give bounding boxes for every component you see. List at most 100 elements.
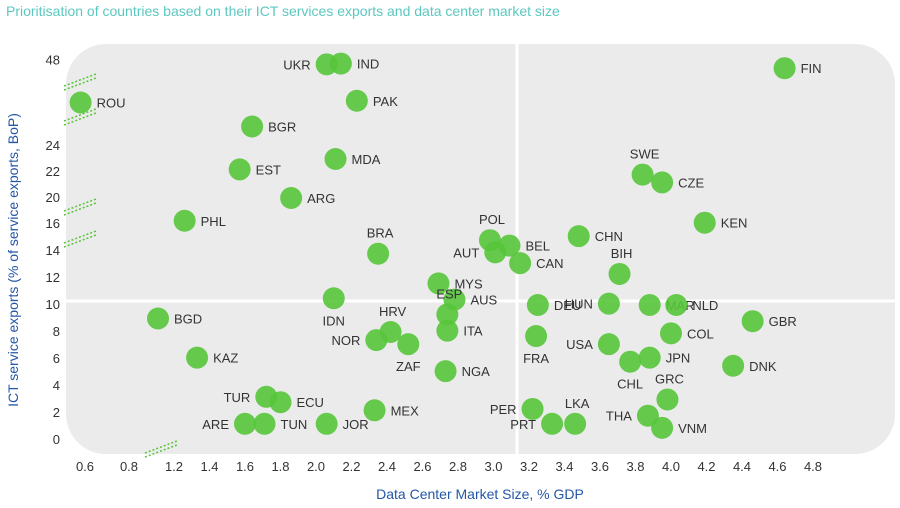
- data-point: [619, 350, 642, 373]
- point-label: NLD: [692, 298, 718, 313]
- x-tick-label: 4.8: [804, 459, 822, 474]
- y-tick-label: 16: [46, 216, 60, 231]
- point-label: DNK: [749, 359, 777, 374]
- data-point: [322, 287, 345, 310]
- point-label: MDA: [352, 152, 381, 167]
- x-tick-label: 3.8: [626, 459, 644, 474]
- x-tick-label: 1.6: [236, 459, 254, 474]
- data-point: [722, 354, 745, 377]
- data-point: [186, 346, 209, 369]
- point-label: FRA: [523, 351, 549, 366]
- x-axis-title: Data Center Market Size, % GDP: [376, 486, 584, 502]
- point-label: PER: [490, 402, 517, 417]
- data-point: [597, 333, 620, 356]
- x-tick-label: 2.0: [307, 459, 325, 474]
- data-point: [567, 225, 590, 248]
- point-label: COL: [687, 326, 714, 341]
- x-tick-label: 2.4: [378, 459, 396, 474]
- data-point: [509, 252, 532, 275]
- data-points: UKR IND FIN ROU PAK BGR MDA EST SWE CZE ARG PHL KEN P…: [69, 52, 822, 439]
- x-tick-label: 1.2: [165, 459, 183, 474]
- point-label: FIN: [801, 61, 822, 76]
- plot-panel: [66, 44, 895, 454]
- data-point: [69, 91, 92, 114]
- data-point: [525, 325, 548, 348]
- axis-break-mark: [63, 230, 97, 244]
- point-label: ARE: [202, 417, 229, 432]
- point-label: ARG: [307, 191, 335, 206]
- point-label: BRA: [367, 226, 394, 241]
- point-label: POL: [479, 212, 505, 227]
- y-tick-label: 12: [46, 270, 60, 285]
- x-tick-label: 4.6: [768, 459, 786, 474]
- axis-break-mark: [63, 198, 97, 212]
- point-label: TUR: [224, 390, 251, 405]
- y-tick-label: 48: [46, 53, 60, 68]
- point-label: USA: [566, 337, 593, 352]
- data-point: [597, 292, 620, 315]
- point-label: BEL: [525, 239, 550, 254]
- point-label: ESP: [436, 286, 462, 301]
- point-label: EST: [256, 162, 281, 177]
- x-tick-label: 2.6: [413, 459, 431, 474]
- x-tick-label: 2.8: [449, 459, 467, 474]
- y-tick-label: 20: [46, 190, 60, 205]
- data-point: [345, 89, 368, 112]
- point-label: ZAF: [396, 359, 421, 374]
- point-label: ECU: [297, 395, 324, 410]
- data-point: [269, 391, 292, 414]
- data-point: [660, 322, 682, 345]
- point-label: BIH: [611, 246, 633, 261]
- data-point: [526, 294, 549, 316]
- point-label: BGR: [268, 120, 296, 135]
- point-label: HUN: [565, 297, 593, 312]
- point-label: GRC: [655, 372, 684, 387]
- x-tick-label: 1.8: [271, 459, 289, 474]
- point-label: IDN: [323, 313, 345, 328]
- x-tick-labels: 0.6 0.8 1.2 1.4 1.6 1.8 2.0 2.2 2.4 2.6 2.8 3.0 3.2 3…: [76, 459, 822, 474]
- x-tick-label: 4.0: [662, 459, 680, 474]
- y-tick-label: 2: [53, 405, 60, 420]
- data-point: [541, 412, 564, 435]
- data-point: [773, 57, 796, 80]
- point-label: CHL: [617, 377, 643, 392]
- data-point: [234, 412, 256, 435]
- data-point: [651, 171, 674, 194]
- data-point: [651, 416, 674, 439]
- data-point: [608, 262, 631, 285]
- data-point: [427, 272, 450, 295]
- y-tick-label: 24: [46, 138, 60, 153]
- data-point: [436, 303, 459, 326]
- y-tick-label: 8: [53, 324, 60, 339]
- axis-break-mark: [63, 108, 97, 122]
- data-point: [173, 209, 196, 232]
- axis-break-mark: [63, 202, 97, 216]
- axis-break-mark: [63, 77, 97, 91]
- point-label: MYS: [454, 276, 483, 291]
- point-label: KAZ: [213, 351, 238, 366]
- y-tick-label: 14: [46, 243, 60, 258]
- x-tick-label: 0.6: [76, 459, 94, 474]
- point-label: THA: [606, 409, 632, 424]
- data-point: [365, 329, 388, 352]
- point-label: NGA: [462, 364, 491, 379]
- point-label: IND: [357, 57, 379, 72]
- data-point: [241, 115, 264, 138]
- point-label: AUS: [470, 293, 497, 308]
- point-label: KEN: [721, 216, 748, 231]
- point-label: ITA: [463, 324, 483, 339]
- point-label: TUN: [281, 417, 308, 432]
- point-label: DEU: [554, 298, 581, 313]
- data-point: [367, 242, 390, 265]
- point-label: NOR: [331, 333, 360, 348]
- point-label: MEX: [391, 403, 420, 418]
- axis-break-mark: [63, 234, 97, 248]
- data-point: [397, 333, 420, 356]
- data-point: [324, 148, 347, 170]
- point-label: JPN: [666, 351, 691, 366]
- data-point: [564, 412, 587, 435]
- point-label: PAK: [373, 94, 398, 109]
- axis-break-mark: [63, 112, 97, 126]
- data-point: [638, 294, 661, 316]
- point-label: LKA: [565, 396, 590, 411]
